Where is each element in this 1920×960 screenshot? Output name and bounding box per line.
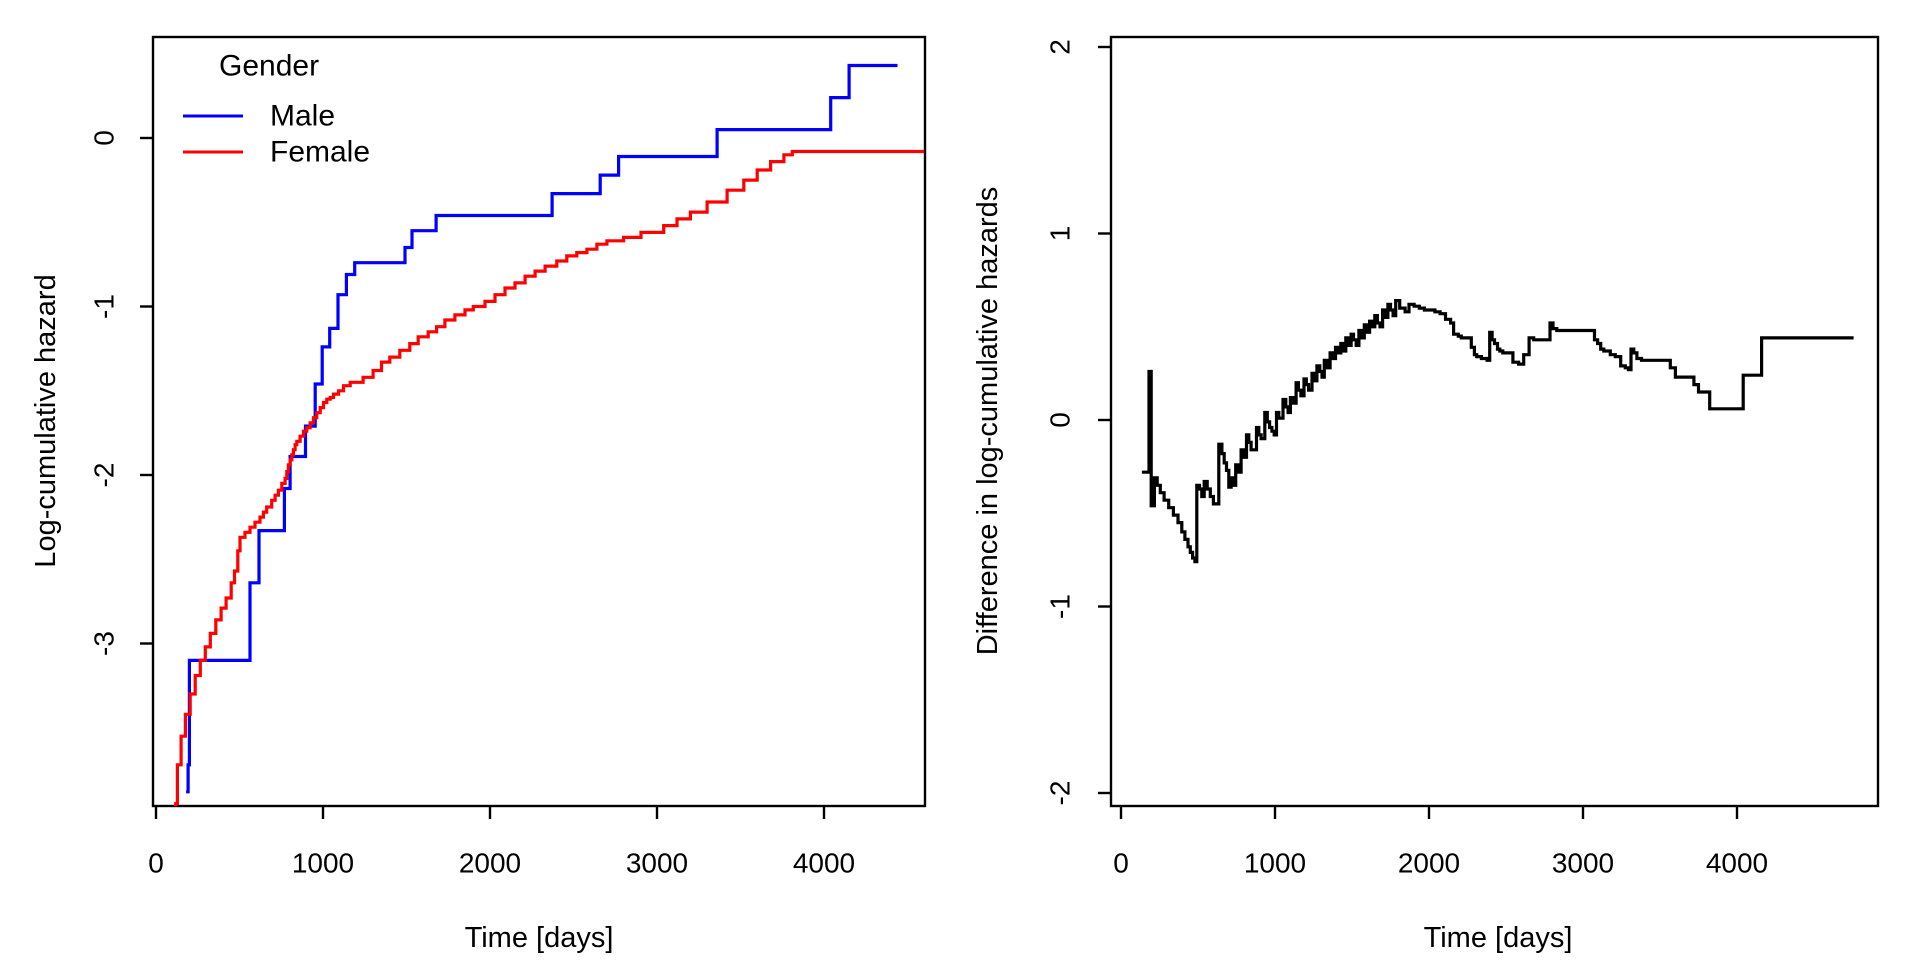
plot-box — [151, 35, 927, 808]
y-tick-label: -2 — [1045, 781, 1076, 806]
y-tick-label: 0 — [1045, 412, 1076, 428]
x-tick-label: 2000 — [1398, 848, 1460, 879]
x-tick-label: 0 — [148, 848, 164, 879]
x-tick-label: 2000 — [459, 848, 521, 879]
series-female — [174, 149, 925, 806]
right-x-axis-title: Time [days] — [1424, 922, 1573, 954]
x-tick-label: 1000 — [292, 848, 354, 879]
series-difference-male-female — [1141, 299, 1854, 564]
legend-male-label: Male — [270, 100, 335, 133]
left-panel: 0 1000 2000 3000 4000 0 -1 -2 -3 — [89, 35, 927, 879]
y-tick-label: 2 — [1045, 39, 1076, 55]
x-tick-label: 4000 — [793, 848, 855, 879]
plot-box — [1109, 35, 1880, 808]
left-x-axis-title: Time [days] — [465, 922, 614, 954]
left-y-axis-title: Log-cumulative hazard — [30, 274, 62, 567]
y-tick-label: -1 — [89, 294, 120, 319]
x-tick-label: 3000 — [1552, 848, 1614, 879]
x-tick-label: 1000 — [1244, 848, 1306, 879]
x-tick-label: 3000 — [626, 848, 688, 879]
y-tick-label: -2 — [89, 463, 120, 488]
series-male — [186, 63, 898, 794]
x-tick-label: 4000 — [1706, 848, 1768, 879]
x-tick-label: 0 — [1113, 848, 1129, 879]
y-tick-label: -3 — [89, 631, 120, 656]
legend-title: Gender — [219, 50, 319, 83]
legend: Gender Male Female — [183, 50, 370, 169]
legend-female-label: Female — [270, 136, 370, 169]
right-panel: 0 1000 2000 3000 4000 2 1 0 -1 -2 — [1045, 35, 1880, 879]
y-tick-label: 0 — [89, 130, 120, 146]
right-y-axis-title: Difference in log-cumulative hazards — [972, 187, 1004, 656]
y-tick-label: -1 — [1045, 594, 1076, 619]
y-tick-label: 1 — [1045, 226, 1076, 242]
